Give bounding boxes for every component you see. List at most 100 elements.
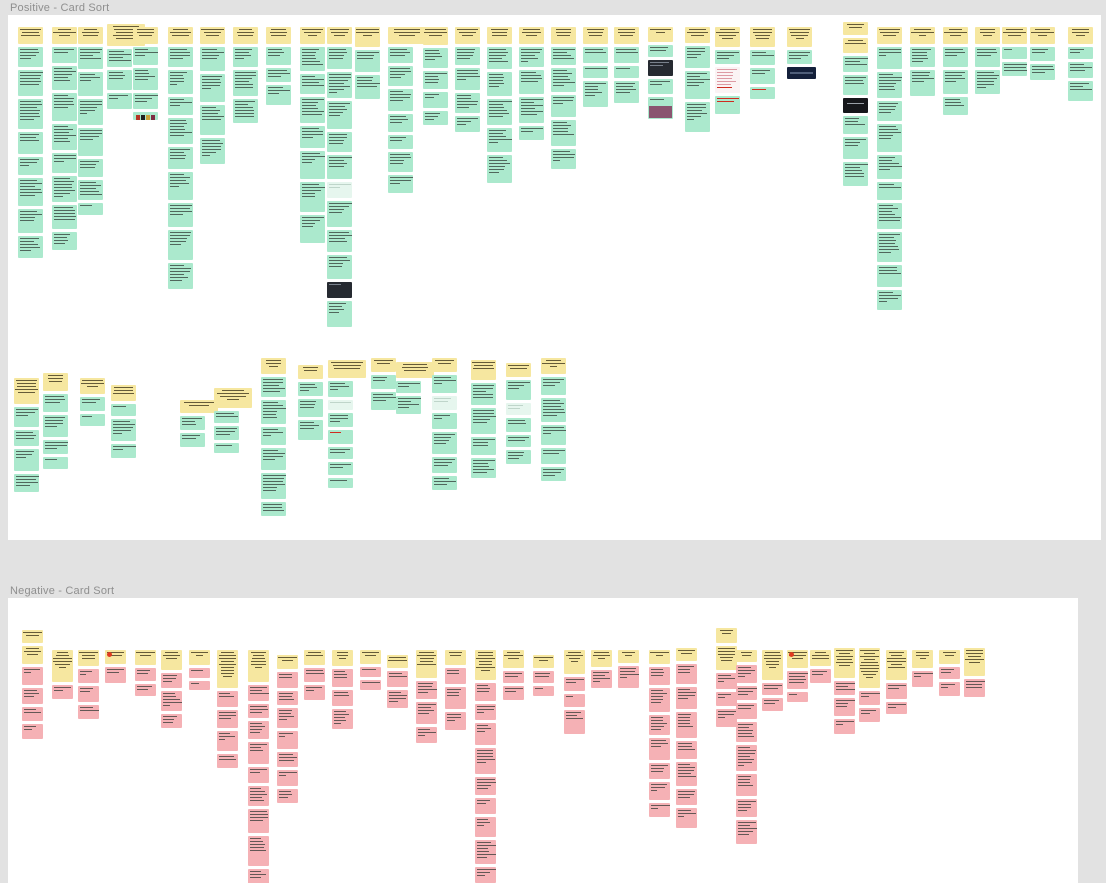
sticky-note[interactable] bbox=[455, 68, 480, 90]
sticky-note[interactable] bbox=[1002, 62, 1027, 76]
sticky-note[interactable] bbox=[475, 723, 496, 745]
category-header-note[interactable] bbox=[298, 365, 323, 379]
sticky-note[interactable] bbox=[877, 101, 902, 121]
sticky-note[interactable] bbox=[614, 81, 639, 103]
sticky-note[interactable] bbox=[716, 709, 737, 727]
category-header-note[interactable] bbox=[533, 655, 554, 668]
category-header-note[interactable] bbox=[834, 648, 855, 678]
sticky-note[interactable] bbox=[503, 671, 524, 683]
sticky-note[interactable] bbox=[614, 47, 639, 63]
sticky-note[interactable] bbox=[471, 458, 496, 478]
sticky-note[interactable] bbox=[248, 786, 269, 806]
sticky-note[interactable] bbox=[506, 380, 531, 400]
sticky-note[interactable] bbox=[471, 383, 496, 405]
category-header-note[interactable] bbox=[52, 650, 73, 682]
category-header-note[interactable] bbox=[910, 27, 935, 44]
sticky-note[interactable] bbox=[1030, 64, 1055, 80]
sticky-note[interactable] bbox=[327, 132, 352, 152]
sticky-note[interactable] bbox=[685, 102, 710, 132]
category-header-note[interactable] bbox=[80, 378, 105, 394]
sticky-note[interactable] bbox=[676, 741, 697, 759]
sticky-note[interactable] bbox=[736, 820, 757, 844]
sticky-note[interactable] bbox=[22, 667, 43, 685]
sticky-note[interactable] bbox=[214, 426, 239, 440]
sticky-note[interactable] bbox=[78, 159, 103, 177]
sticky-note[interactable] bbox=[14, 449, 39, 471]
sticky-note[interactable] bbox=[416, 727, 437, 743]
sticky-note[interactable] bbox=[52, 205, 77, 229]
category-header-note[interactable] bbox=[912, 650, 933, 668]
sticky-note[interactable] bbox=[328, 400, 353, 410]
sticky-note[interactable] bbox=[277, 672, 298, 688]
category-header-note[interactable] bbox=[22, 630, 43, 643]
category-header-note[interactable] bbox=[975, 27, 1000, 44]
sticky-note[interactable] bbox=[78, 128, 103, 156]
sticky-note[interactable] bbox=[107, 93, 132, 109]
sticky-note[interactable] bbox=[327, 255, 352, 279]
category-header-note[interactable] bbox=[355, 27, 380, 47]
sticky-note[interactable] bbox=[332, 669, 353, 687]
sticky-note[interactable] bbox=[432, 396, 457, 410]
sticky-note[interactable] bbox=[475, 704, 496, 720]
sticky-note[interactable] bbox=[133, 93, 158, 109]
sticky-note[interactable] bbox=[736, 703, 757, 719]
sticky-note[interactable] bbox=[475, 840, 496, 864]
sticky-note[interactable] bbox=[327, 182, 352, 198]
category-header-note[interactable] bbox=[387, 655, 408, 668]
sticky-note[interactable] bbox=[649, 715, 670, 735]
sticky-note[interactable] bbox=[388, 175, 413, 193]
sticky-note[interactable] bbox=[834, 681, 855, 695]
sticky-note[interactable] bbox=[22, 707, 43, 721]
category-header-note[interactable] bbox=[214, 388, 252, 408]
sticky-note[interactable] bbox=[52, 47, 77, 63]
sticky-note[interactable] bbox=[541, 398, 566, 422]
sticky-note[interactable] bbox=[248, 869, 269, 883]
sticky-note[interactable] bbox=[200, 47, 225, 71]
sticky-note[interactable] bbox=[877, 290, 902, 310]
sticky-note[interactable] bbox=[715, 50, 740, 64]
sticky-note-image-thumbnail[interactable] bbox=[648, 97, 673, 119]
sticky-note[interactable] bbox=[810, 669, 831, 683]
sticky-note[interactable] bbox=[233, 99, 258, 123]
sticky-note[interactable] bbox=[111, 444, 136, 458]
sticky-note[interactable] bbox=[78, 669, 99, 683]
sticky-note[interactable] bbox=[328, 447, 353, 459]
sticky-note[interactable] bbox=[750, 87, 775, 99]
sticky-note[interactable] bbox=[506, 435, 531, 447]
sticky-note[interactable] bbox=[52, 93, 77, 121]
sticky-note[interactable] bbox=[877, 155, 902, 179]
sticky-note[interactable] bbox=[475, 867, 496, 883]
sticky-note[interactable] bbox=[432, 413, 457, 429]
category-header-note[interactable] bbox=[18, 27, 43, 44]
sticky-note[interactable] bbox=[1002, 47, 1027, 59]
sticky-note[interactable] bbox=[964, 679, 985, 697]
sticky-note[interactable] bbox=[388, 152, 413, 172]
sticky-note[interactable] bbox=[327, 72, 352, 98]
sticky-note[interactable] bbox=[787, 50, 812, 64]
sticky-note[interactable] bbox=[506, 418, 531, 432]
sticky-note[interactable] bbox=[1068, 81, 1093, 101]
sticky-note[interactable] bbox=[877, 203, 902, 229]
sticky-note[interactable] bbox=[111, 404, 136, 416]
sticky-note[interactable] bbox=[161, 673, 182, 688]
sticky-note[interactable] bbox=[551, 149, 576, 169]
category-header-note[interactable] bbox=[396, 362, 434, 378]
sticky-note[interactable] bbox=[200, 74, 225, 102]
category-header-note[interactable] bbox=[736, 650, 757, 662]
sticky-note[interactable] bbox=[910, 70, 935, 96]
sticky-note[interactable] bbox=[471, 408, 496, 434]
category-header-note[interactable] bbox=[859, 648, 880, 688]
sticky-note[interactable] bbox=[506, 450, 531, 464]
negative-board-canvas[interactable] bbox=[8, 598, 1078, 883]
sticky-note[interactable] bbox=[300, 151, 325, 179]
category-header-note[interactable] bbox=[618, 650, 639, 663]
sticky-note[interactable] bbox=[423, 111, 448, 125]
sticky-note[interactable] bbox=[180, 416, 205, 430]
sticky-note[interactable] bbox=[736, 665, 757, 683]
category-header-note[interactable] bbox=[843, 22, 868, 35]
sticky-note[interactable] bbox=[261, 427, 286, 445]
category-header-note[interactable] bbox=[715, 27, 740, 47]
sticky-note[interactable] bbox=[886, 683, 907, 699]
sticky-note[interactable] bbox=[506, 403, 531, 415]
sticky-note[interactable] bbox=[168, 172, 193, 200]
